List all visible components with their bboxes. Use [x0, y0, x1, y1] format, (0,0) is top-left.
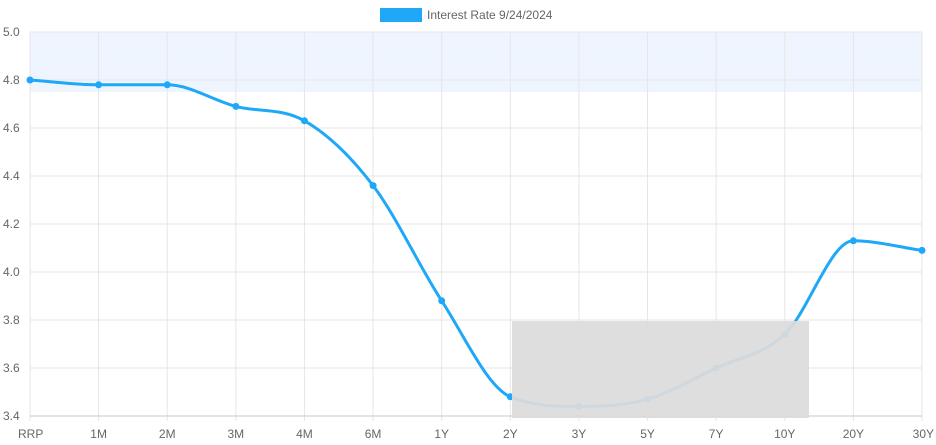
x-tick-label: 30Y: [913, 427, 934, 441]
y-tick-label: 3.8: [3, 313, 20, 327]
tooltip-overlay: [512, 321, 809, 418]
x-tick-label: 2Y: [503, 427, 518, 441]
x-tick-label: 3Y: [572, 427, 587, 441]
x-tick-labels: RRP 1M 2M 3M 4M 6M 1Y 2Y 3Y 5Y 7Y 10Y 20Y 30Y: [18, 427, 934, 441]
highlight-band: [30, 32, 922, 92]
x-tick-label: 5Y: [640, 427, 655, 441]
x-tick-label: 6M: [365, 427, 382, 441]
data-point[interactable]: [26, 76, 34, 84]
x-tick-label: 1Y: [434, 427, 449, 441]
highlight-band-rect: [30, 32, 922, 92]
data-point[interactable]: [918, 246, 926, 254]
data-point[interactable]: [369, 182, 377, 190]
y-tick-label: 5.0: [3, 25, 20, 39]
x-tick-label: 10Y: [774, 427, 795, 441]
x-tick-label: 4M: [296, 427, 313, 441]
data-point[interactable]: [163, 81, 171, 89]
x-tick-label: 20Y: [843, 427, 864, 441]
grid: [29, 31, 923, 421]
y-tick-label: 4.0: [3, 265, 20, 279]
y-tick-label: 4.6: [3, 121, 20, 135]
legend-swatch: [380, 8, 422, 22]
y-tick-label: 4.4: [3, 169, 20, 183]
data-point[interactable]: [438, 297, 446, 305]
x-tick-label: 3M: [228, 427, 245, 441]
y-tick-labels: 3.4 3.6 3.8 4.0 4.2 4.4 4.6 4.8 5.0: [3, 25, 20, 423]
y-tick-label: 3.6: [3, 361, 20, 375]
data-point[interactable]: [849, 237, 857, 245]
x-tick-label: RRP: [18, 427, 43, 441]
data-point[interactable]: [232, 102, 240, 110]
x-tick-label: 1M: [90, 427, 107, 441]
x-tick-label: 7Y: [709, 427, 724, 441]
legend: Interest Rate 9/24/2024: [380, 8, 553, 22]
x-tick-label: 2M: [159, 427, 176, 441]
legend-label: Interest Rate 9/24/2024: [427, 8, 553, 22]
y-tick-label: 4.8: [3, 73, 20, 87]
y-tick-label: 3.4: [3, 409, 20, 423]
data-point[interactable]: [95, 81, 103, 89]
data-point[interactable]: [300, 117, 308, 125]
y-tick-label: 4.2: [3, 217, 20, 231]
